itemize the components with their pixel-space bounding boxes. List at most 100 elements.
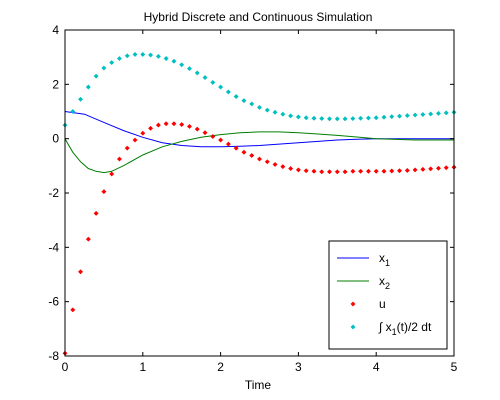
series-2-point (163, 121, 169, 127)
series-2-point (404, 167, 410, 174)
y-tick-label: -8 (48, 349, 59, 363)
y-tick-label: 4 (52, 23, 59, 37)
legend-label-subscript: 1 (392, 327, 397, 337)
plot-area (62, 30, 457, 356)
series-3-point (124, 53, 130, 59)
legend-swatch-2 (350, 301, 356, 307)
series-2-point (249, 152, 255, 159)
series-2-point (233, 145, 239, 151)
series-2-point (428, 166, 434, 172)
series-3-point (334, 116, 340, 122)
series-3-point (85, 84, 91, 90)
series-2-point (389, 168, 395, 174)
legend-label-3: ∫ x1(t)/2 dt (378, 320, 432, 337)
series-3-point (233, 94, 239, 100)
series-3-point (358, 115, 364, 121)
series-2-point (124, 145, 130, 151)
y-tick-label: -2 (48, 186, 59, 200)
series-3-point (256, 104, 263, 110)
series-2-point (194, 126, 200, 132)
x-tick-label: 1 (139, 360, 146, 374)
series-2-point (342, 169, 348, 175)
series-2-point (319, 169, 325, 175)
series-2-point (396, 168, 403, 174)
series-3-point (70, 108, 76, 115)
series-3-point (342, 116, 348, 122)
legend-label-subscript: 1 (385, 258, 390, 268)
legend-label-1: x2 (379, 274, 390, 291)
series-2-point (210, 133, 216, 140)
series-3-point (420, 111, 426, 118)
series-3-point (186, 66, 193, 72)
series-3-point (194, 70, 200, 76)
series-2-point (116, 156, 123, 162)
series-2-point (78, 269, 84, 275)
series-3-point (179, 62, 185, 68)
y-tick-label: 0 (52, 132, 59, 146)
series-2-point (179, 121, 185, 128)
series-3-point (311, 115, 317, 121)
series-2-point (373, 168, 379, 174)
series-2-point (311, 168, 317, 174)
series-3-point (171, 58, 177, 64)
legend-label-text: x (379, 274, 385, 288)
series-2-point (358, 168, 364, 174)
x-tick-label: 4 (373, 360, 380, 374)
series-2-point (256, 156, 263, 162)
series-3-point (396, 113, 403, 119)
y-tick-label: -6 (48, 295, 59, 309)
series-3-point (303, 115, 309, 121)
series-2-point (443, 165, 449, 171)
series-3-point (264, 107, 270, 113)
series-2-point (93, 210, 99, 216)
series-3-point (218, 84, 224, 90)
series-2-point (303, 168, 309, 174)
x-tick-label: 5 (451, 360, 458, 374)
series-2-point (70, 307, 76, 313)
series-3-point (288, 113, 294, 119)
series-3-point (404, 113, 410, 119)
series-3-point (249, 101, 255, 107)
series-3-point (101, 65, 107, 71)
series-2-point (412, 167, 418, 173)
legend-label-suffix: (t)/2 dt (397, 320, 432, 334)
series-2-point (101, 189, 107, 195)
series-2-point (334, 169, 340, 175)
legend-label-subscript: 2 (385, 281, 390, 291)
series-3-point (132, 51, 138, 58)
series-3-point (78, 96, 84, 102)
series-3-point (381, 114, 387, 120)
series-2-point (186, 123, 193, 129)
x-tick-label: 0 (62, 360, 69, 374)
axes: 0 1 2 3 4 5 -8 -6 -4 -2 0 2 4 (48, 23, 457, 374)
series-3-point (109, 60, 115, 66)
legend-label-text: x (379, 251, 385, 265)
series-3-point (365, 115, 371, 121)
series-2-point (171, 121, 177, 127)
series-3-point (272, 109, 278, 115)
y-tick-label: -4 (48, 240, 59, 254)
series-2-point (140, 130, 146, 136)
series-3-point (428, 111, 434, 117)
x-tick-label: 2 (217, 360, 224, 374)
series-3-point (163, 55, 169, 62)
series-2-point (326, 169, 333, 175)
series-2-point (420, 166, 426, 172)
series-3-point (225, 89, 231, 95)
series-3-point (210, 79, 216, 85)
series-3-point (93, 73, 99, 79)
series-2-point (241, 149, 247, 155)
series-3-point (202, 74, 208, 81)
series-1-line (64, 131, 454, 174)
series-3-point (326, 116, 333, 122)
series-2-point (225, 141, 231, 147)
series-2-point (435, 165, 441, 171)
series-2-point (85, 236, 91, 242)
series-3-point (295, 114, 301, 120)
chart-title: Hybrid Discrete and Continuous Simulatio… (144, 10, 373, 24)
series-3-point (155, 53, 161, 59)
series-3-point (373, 115, 379, 121)
series-2-point (132, 137, 138, 143)
